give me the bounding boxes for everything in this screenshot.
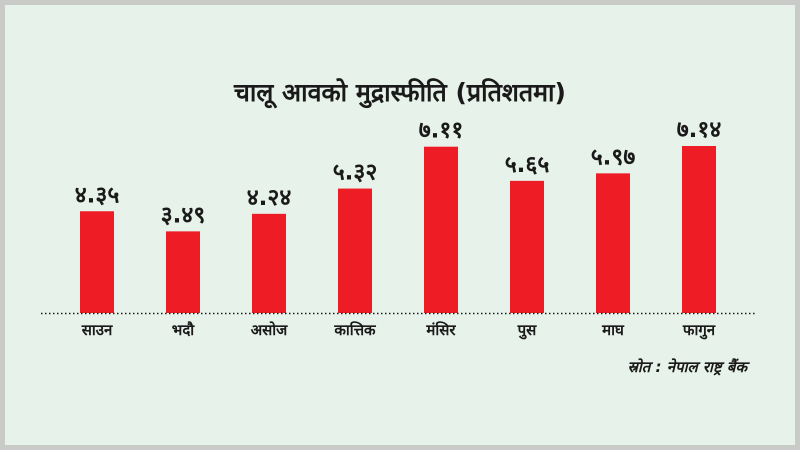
category-label-4: मंसिर bbox=[425, 321, 456, 339]
bars-group bbox=[80, 146, 716, 313]
category-label-3: कात्तिक bbox=[333, 321, 377, 339]
value-label-5: ५.६५ bbox=[505, 152, 550, 178]
value-label-4: ७.११ bbox=[419, 118, 464, 144]
value-label-6: ५.९७ bbox=[591, 144, 636, 170]
bar-3 bbox=[338, 188, 372, 313]
bar-4 bbox=[424, 146, 458, 313]
bar-2 bbox=[252, 213, 286, 313]
source-note: स्रोत : नेपाल राष्ट्र बैंक bbox=[627, 358, 747, 376]
category-label-5: पुस bbox=[517, 321, 538, 340]
category-label-0: साउन bbox=[81, 321, 113, 339]
value-labels-group: ४.३५ ३.४९ ४.२४ ५.३२ ७.११ ५.६५ ५.९७ ७.१४ bbox=[75, 117, 722, 228]
value-label-1: ३.४९ bbox=[161, 202, 206, 228]
bar-chart: ४.३५ ३.४९ ४.२४ ५.३२ ७.११ ५.६५ ५.९७ ७.१४ साउन भदौ… bbox=[41, 117, 757, 340]
bar-0 bbox=[80, 211, 114, 313]
category-labels-group: साउन भदौ असोज कात्तिक मंसिर पुस माघ फागुन bbox=[81, 321, 716, 340]
category-label-1: भदौ bbox=[172, 321, 196, 339]
value-label-7: ७.१४ bbox=[677, 117, 722, 143]
value-label-3: ५.३२ bbox=[333, 160, 378, 186]
value-label-2: ४.२४ bbox=[247, 185, 292, 211]
bar-1 bbox=[166, 231, 200, 313]
value-label-0: ४.३५ bbox=[75, 182, 120, 208]
chart-title: चालू आवको मुद्रास्फीति (प्रतिशतमा) bbox=[234, 78, 566, 107]
category-label-7: फागुन bbox=[682, 321, 716, 340]
category-label-2: असोज bbox=[251, 321, 288, 339]
bar-6 bbox=[596, 173, 630, 313]
bar-7 bbox=[682, 146, 716, 313]
category-label-6: माघ bbox=[601, 321, 625, 339]
bar-5 bbox=[510, 180, 544, 313]
